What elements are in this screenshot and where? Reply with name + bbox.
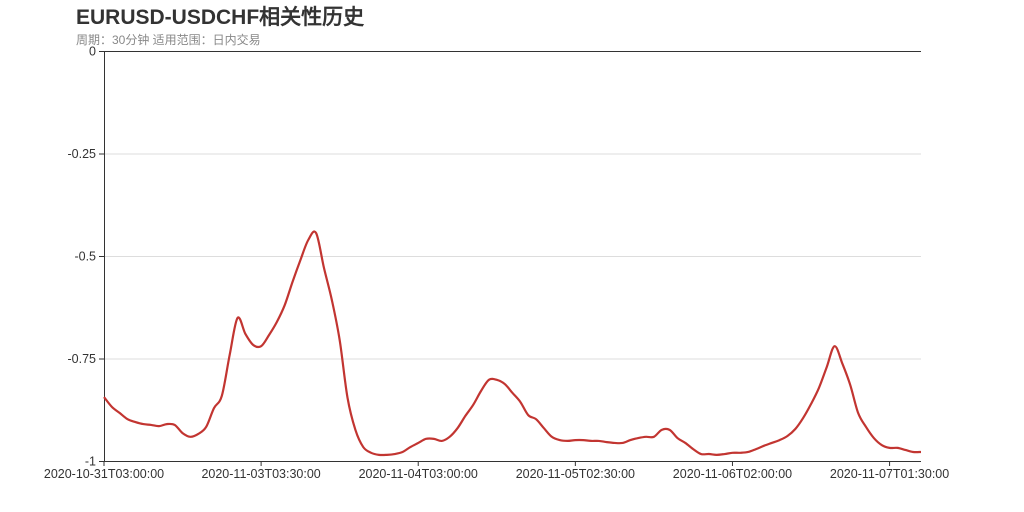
x-tick-label: 2020-11-07T01:30:00: [830, 467, 949, 481]
y-tick-label: -0.25: [68, 147, 97, 161]
x-tick-label: 2020-11-03T03:30:00: [201, 467, 320, 481]
x-tick-label: 2020-11-04T03:00:00: [359, 467, 478, 481]
y-tick-label: 0: [89, 45, 96, 59]
chart-subtitle: 周期：30分钟 适用范围：日内交易: [76, 33, 261, 47]
x-tick-label: 2020-11-06T02:00:00: [673, 467, 792, 481]
correlation-series-line: [103, 230, 922, 457]
y-tick-label: -1: [85, 455, 96, 469]
chart-title: EURUSD-USDCHF相关性历史: [76, 6, 365, 29]
y-tick-label: -0.75: [68, 352, 97, 366]
x-tick-label: 2020-10-31T03:00:00: [44, 467, 164, 481]
x-tick-label: 2020-11-05T02:30:00: [516, 467, 635, 481]
y-tick-label: -0.5: [74, 250, 96, 264]
